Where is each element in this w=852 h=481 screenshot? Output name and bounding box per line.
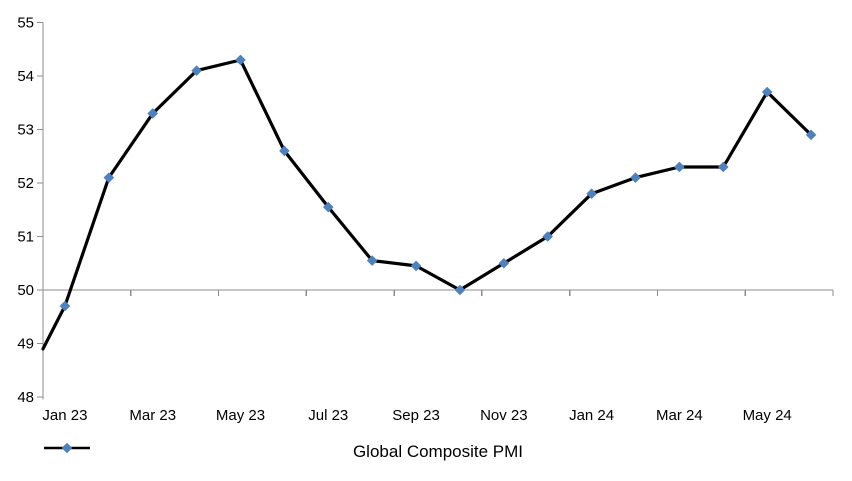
x-axis-label: Jan 24 <box>569 407 614 424</box>
legend-line-marker-swatch <box>44 442 90 454</box>
x-axis-label: Mar 23 <box>129 407 176 424</box>
y-axis-label: 55 <box>17 15 34 32</box>
data-point-marker <box>805 129 817 141</box>
y-axis-label: 50 <box>17 282 34 299</box>
data-point-marker <box>761 86 773 98</box>
legend: Global Composite PMI <box>43 441 833 463</box>
axes <box>37 21 834 400</box>
x-axis-label: Jul 23 <box>308 407 348 424</box>
data-point-marker <box>717 161 729 173</box>
pmi-series-line <box>41 58 813 351</box>
x-axis-label: Mar 24 <box>656 407 703 424</box>
data-point-marker <box>279 145 290 157</box>
y-axis-label: 49 <box>17 336 34 353</box>
data-point-marker <box>410 260 422 272</box>
legend-marker-sample <box>61 442 73 454</box>
y-axis-label: 52 <box>17 175 34 192</box>
data-point-marker <box>103 172 115 183</box>
data-point-marker <box>498 257 510 269</box>
data-point-marker <box>235 54 246 66</box>
x-axis-label: May 23 <box>216 407 265 424</box>
x-axis-label: Sep 23 <box>392 407 440 424</box>
series-markers <box>59 54 817 312</box>
data-point-marker <box>674 161 685 173</box>
legend-label: Global Composite PMI <box>352 442 524 461</box>
x-axis-label: Jan 23 <box>42 407 87 424</box>
legend-swatch-group <box>44 442 90 454</box>
y-axis-label: 48 <box>17 389 34 406</box>
data-point-marker <box>322 201 334 213</box>
y-axis-label: 53 <box>17 122 34 139</box>
data-point-marker <box>542 231 554 242</box>
data-point-marker <box>586 188 597 199</box>
data-point-marker <box>366 255 378 266</box>
x-axis-label: Nov 23 <box>480 407 528 424</box>
data-point-marker <box>630 172 641 183</box>
data-point-marker <box>191 65 202 76</box>
y-axis-label: 54 <box>17 68 34 85</box>
data-point-marker <box>454 284 466 296</box>
y-axis-label: 51 <box>17 229 34 246</box>
x-axis-label: May 24 <box>743 407 792 424</box>
data-point-marker <box>59 300 71 312</box>
data-point-marker <box>147 108 159 119</box>
